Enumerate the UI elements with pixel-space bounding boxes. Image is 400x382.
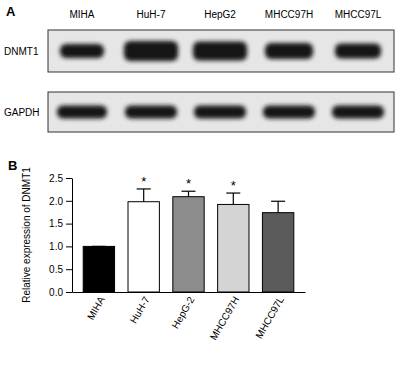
tick-mark [66,292,72,293]
blot-band [193,42,247,61]
x-axis: MIHA HuH-7 HepG-2 MHCC97H MHCC97L [73,292,306,342]
blot-band [332,106,384,119]
error-stem [188,191,189,196]
row-label: DNMT1 [4,46,39,57]
tick: MHCC97L [253,292,286,341]
tick-label: 2.0 [49,196,63,207]
tick: 2.0 [49,196,72,207]
error-stem [233,193,234,204]
tick-label: 2.5 [49,173,63,184]
error-stem [278,201,279,212]
bar [173,197,204,292]
blot-band [335,44,381,59]
significance: * * * [141,174,236,193]
blot-band [263,106,315,119]
error-bar [92,246,106,247]
panel-label: A [6,4,16,19]
tick-label: MIHA [85,294,107,321]
panel-label: B [8,158,17,173]
tick-mark [66,246,72,247]
blot-band [194,106,246,119]
tick-label: MHCC97H [208,295,242,342]
blot-band [57,106,107,119]
significance-marker: * [141,174,146,189]
error-cap [92,246,106,247]
y-axis: 0.0 0.5 1.0 1.5 2.0 2.5 [49,173,72,298]
tick: HepG-2 [169,292,196,330]
error-cap [271,201,285,202]
blot-frame [48,30,394,72]
axis-line [72,179,73,293]
tick-label: MHCC97L [253,294,286,340]
blot-band [125,106,177,119]
figure: A MIHA HuH-7 HepG2 MHCC97H MHCC97L DNMT1 GAPDH B… [0,0,400,382]
bar [83,246,114,292]
lane-label: HuH-7 [137,9,166,20]
tick-mark [66,269,72,270]
tick: 0.5 [49,264,72,275]
error-bar [137,189,151,202]
lane-label: MIHA [70,9,95,20]
tick-label: 1.0 [49,241,63,252]
tick-label: HepG-2 [169,294,196,330]
tick: HuH-7 [128,292,152,325]
lane-label: HepG2 [204,9,236,20]
tick-mark [66,224,72,225]
tick: 1.0 [49,241,72,252]
blot-band [60,44,104,58]
lane-label: MHCC97H [265,9,313,20]
tick: MHCC97H [208,292,242,342]
row-label: GAPDH [4,107,40,118]
error-stem [143,189,144,202]
plot-area [83,189,294,292]
significance-marker: * [186,176,191,191]
tick-label: 0.5 [49,264,63,275]
tick: 0.0 [49,287,72,298]
tick: 1.5 [49,218,72,229]
axis-line [73,292,306,293]
blot-frame [48,92,394,132]
significance-marker: * [231,178,236,193]
bar [262,213,293,292]
axis-title: Relative expression of DNMT1 [21,167,32,303]
tick-label: 0.0 [49,287,63,298]
tick: 2.5 [49,173,72,184]
tick-label: HuH-7 [128,294,152,325]
blot-band [265,43,313,59]
tick: MIHA [85,292,107,322]
lane-label: MHCC97L [335,9,382,20]
blot-row [48,30,394,72]
blot-band [124,41,178,61]
bar [128,202,159,292]
error-bar [226,193,240,204]
bar [218,204,249,292]
tick-mark [66,178,72,179]
tick-label: 1.5 [49,218,63,229]
lane-labels: MIHA HuH-7 HepG2 MHCC97H MHCC97L [70,9,382,20]
error-bar [271,201,285,212]
error-bar [182,191,196,196]
blot-row [48,92,394,132]
tick-mark [66,201,72,202]
